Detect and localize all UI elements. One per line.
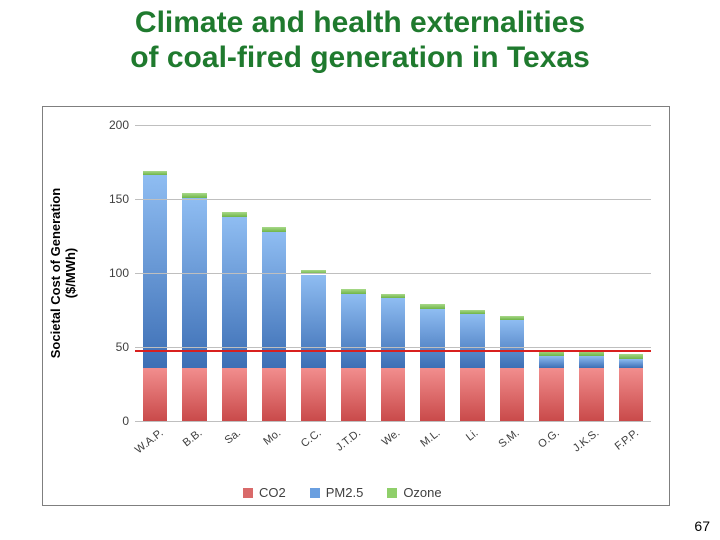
x-tick-label: M.L.	[418, 427, 442, 450]
bar-segment-ozone	[381, 294, 406, 298]
gridline	[135, 421, 651, 422]
bar-segment-co2	[619, 368, 644, 421]
bar-segment-pm25	[500, 320, 525, 367]
bar-segment-pm25	[301, 275, 326, 368]
legend-item: PM2.5	[310, 485, 364, 500]
y-tick-label: 150	[109, 192, 135, 206]
x-tick-label: W.A.P.	[133, 427, 166, 456]
legend-swatch	[243, 488, 253, 498]
legend-swatch	[310, 488, 320, 498]
title-line-2: of coal-fired generation in Texas	[0, 41, 720, 76]
reference-line	[135, 350, 651, 352]
bar-segment-pm25	[579, 356, 604, 368]
page-number: 67	[694, 518, 710, 534]
y-axis-label: Societal Cost of Generation ($/MWh)	[48, 188, 78, 358]
x-tick-label: S.M.	[496, 427, 521, 450]
bar-segment-ozone	[182, 193, 207, 197]
bar-segment-co2	[182, 368, 207, 421]
bar-segment-ozone	[143, 171, 168, 175]
bar-segment-pm25	[222, 217, 247, 368]
bar-segment-co2	[301, 368, 326, 421]
bar-segment-co2	[381, 368, 406, 421]
x-tick-label: Sa.	[223, 427, 243, 447]
legend-label: PM2.5	[326, 485, 364, 500]
bar-segment-pm25	[619, 359, 644, 368]
y-tick-label: 100	[109, 266, 135, 280]
x-tick-label: J.K.S.	[571, 427, 602, 455]
chart-container: W.A.P. B.B. Sa. Mo. C.C. J.T.D. We. M.L. Li. S.M.…	[42, 106, 670, 506]
bar-segment-pm25	[143, 175, 168, 367]
bar-segment-ozone	[341, 289, 366, 293]
bar-segment-co2	[222, 368, 247, 421]
bar-segment-co2	[539, 368, 564, 421]
bar-segment-ozone	[539, 351, 564, 355]
legend: CO2 PM2.5 Ozone	[243, 485, 442, 500]
bar-segment-ozone	[579, 351, 604, 355]
gridline	[135, 125, 651, 126]
x-tick-label: We.	[380, 427, 403, 448]
x-tick-label: O.G.	[536, 427, 562, 451]
bar-segment-co2	[262, 368, 287, 421]
bar-segment-co2	[579, 368, 604, 421]
slide: Climate and health externalities of coal…	[0, 0, 720, 540]
bar-segment-ozone	[619, 354, 644, 358]
bar-segment-pm25	[182, 198, 207, 368]
x-tick-label: B.B.	[180, 427, 204, 449]
y-tick-label: 0	[122, 414, 135, 428]
plot-area: W.A.P.B.B.Sa.Mo.C.C.J.T.D.We.M.L.Li.S.M.…	[135, 125, 651, 421]
bar-segment-ozone	[420, 304, 445, 308]
bar-segment-co2	[341, 368, 366, 421]
legend-item: CO2	[243, 485, 286, 500]
bar-segment-co2	[460, 368, 485, 421]
gridline	[135, 347, 651, 348]
y-tick-label: 50	[116, 340, 135, 354]
gridline	[135, 199, 651, 200]
x-tick-label: J.T.D.	[334, 427, 364, 454]
x-tick-label: F.P.P.	[613, 427, 641, 453]
legend-label: Ozone	[403, 485, 441, 500]
x-tick-label: C.C.	[298, 427, 323, 450]
slide-title: Climate and health externalities of coal…	[0, 6, 720, 75]
legend-label: CO2	[259, 485, 286, 500]
bar-segment-ozone	[222, 212, 247, 216]
x-tick-label: Li.	[464, 427, 481, 444]
gridline	[135, 273, 651, 274]
bar-segment-co2	[420, 368, 445, 421]
bar-segment-co2	[143, 368, 168, 421]
y-axis-label-line2: ($/MWh)	[63, 188, 78, 358]
bar-segment-ozone	[500, 316, 525, 320]
legend-item: Ozone	[387, 485, 441, 500]
bar-segment-co2	[500, 368, 525, 421]
bar-segment-pm25	[539, 356, 564, 368]
y-tick-label: 200	[109, 118, 135, 132]
y-axis-label-line1: Societal Cost of Generation	[48, 188, 63, 358]
legend-swatch	[387, 488, 397, 498]
bar-segment-pm25	[460, 314, 485, 367]
bar-segment-pm25	[420, 309, 445, 368]
bar-segment-ozone	[262, 227, 287, 231]
bar-segment-ozone	[460, 310, 485, 314]
x-tick-label: Mo.	[261, 427, 283, 448]
bar-segment-pm25	[381, 298, 406, 368]
title-line-1: Climate and health externalities	[0, 6, 720, 41]
bar-segment-pm25	[341, 294, 366, 368]
